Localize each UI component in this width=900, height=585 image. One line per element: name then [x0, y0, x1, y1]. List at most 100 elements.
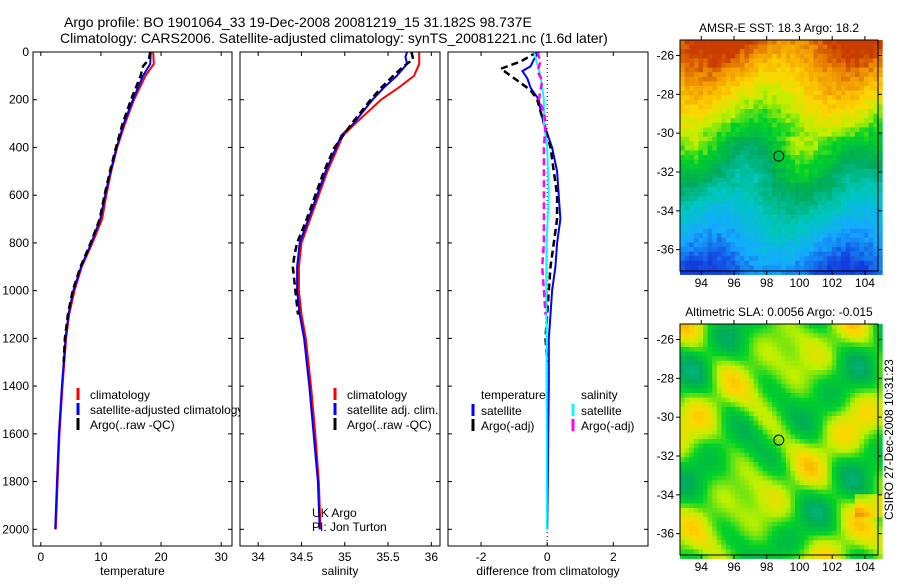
- map-cell: [859, 95, 865, 101]
- map-cell: [822, 388, 828, 394]
- map-cell: [831, 351, 837, 357]
- map-cell: [753, 531, 759, 536]
- map-cell: [864, 210, 869, 216]
- map-cell: [684, 429, 690, 435]
- map-cell: [850, 58, 856, 64]
- map-cell: [845, 333, 851, 339]
- map-cell: [799, 365, 805, 371]
- map-cell: [753, 72, 759, 78]
- map-cell: [836, 256, 842, 262]
- map-cell: [864, 526, 869, 532]
- map-cell: [693, 44, 699, 50]
- map-cell: [850, 521, 856, 527]
- map-cell: [808, 448, 814, 454]
- map-cell: [689, 521, 695, 527]
- map-cell: [781, 178, 787, 183]
- legend-label: satellite adj. clim.: [347, 403, 438, 417]
- map-cell: [785, 136, 791, 142]
- map-cell: [744, 178, 750, 183]
- map-cell: [813, 182, 819, 188]
- map-cell: [735, 347, 741, 352]
- map-cell: [790, 383, 796, 389]
- map-cell: [689, 406, 695, 412]
- map-cell: [767, 178, 773, 183]
- map-cell: [721, 270, 727, 275]
- map-cell: [781, 512, 787, 518]
- map-cell: [707, 196, 713, 202]
- map-cell: [841, 127, 846, 133]
- map-cell: [721, 457, 727, 463]
- map-cell: [749, 260, 754, 266]
- map-cell: [864, 49, 869, 55]
- map-cell: [854, 554, 860, 559]
- map-cell: [776, 494, 782, 500]
- map-cell: [772, 402, 777, 408]
- map-cell: [707, 251, 713, 257]
- map-cell: [730, 365, 736, 371]
- map-cell: [735, 141, 741, 147]
- map-cell: [758, 347, 764, 352]
- map-cell: [785, 448, 791, 454]
- map-cell: [712, 374, 718, 380]
- map-cell: [804, 132, 810, 137]
- map-cell: [864, 95, 869, 101]
- map-cell: [716, 425, 722, 431]
- map-cell: [818, 201, 823, 206]
- map-cell: [827, 104, 833, 110]
- map-cell: [680, 168, 685, 174]
- map-cell: [818, 136, 823, 142]
- map-cell: [850, 531, 856, 536]
- map-cell: [827, 150, 833, 156]
- map-cell: [698, 448, 704, 454]
- map-cell: [877, 127, 883, 133]
- map-cell: [703, 489, 708, 495]
- map-cell: [758, 256, 764, 262]
- map-cell: [873, 517, 879, 523]
- map-cell: [873, 228, 879, 234]
- map-cell: [822, 347, 828, 352]
- map-cell: [689, 187, 695, 193]
- map-cell: [864, 90, 869, 96]
- map-cell: [684, 49, 690, 55]
- map-cell: [762, 173, 768, 179]
- map-cell: [767, 540, 773, 546]
- map-cell: [864, 182, 869, 188]
- map-cell: [735, 136, 741, 142]
- map-cell: [726, 508, 731, 513]
- map-cell: [703, 448, 708, 454]
- map-cell: [739, 233, 745, 239]
- map-cell: [758, 420, 764, 426]
- map-cell: [684, 159, 690, 165]
- map-cell: [785, 544, 791, 550]
- map-cell: [684, 535, 690, 541]
- map-cell: [818, 370, 823, 375]
- map-cell: [827, 503, 833, 509]
- map-cell: [767, 205, 773, 211]
- map-cell: [785, 224, 791, 229]
- map-cell: [841, 205, 846, 211]
- map-cell: [827, 517, 833, 523]
- map-cell: [693, 224, 699, 229]
- map-cell: [758, 503, 764, 509]
- map-cell: [776, 168, 782, 174]
- map-cell: [684, 379, 690, 385]
- map-cell: [836, 535, 842, 541]
- map-cell: [762, 122, 768, 128]
- map-cell: [721, 233, 727, 239]
- map-cell: [864, 81, 869, 87]
- map-cell: [707, 237, 713, 243]
- x-tick-label: 102: [822, 560, 842, 574]
- map-cell: [831, 356, 837, 362]
- x-tick-label: 0: [37, 550, 44, 564]
- map-cell: [845, 233, 851, 239]
- map-cell: [703, 136, 708, 142]
- map-cell: [822, 466, 828, 472]
- map-cell: [726, 434, 731, 440]
- map-cell: [739, 356, 745, 362]
- map-cell: [785, 113, 791, 119]
- map-cell: [707, 219, 713, 225]
- map-cell: [859, 127, 865, 133]
- map-cell: [772, 127, 777, 133]
- map-cell: [818, 205, 823, 211]
- map-cell: [790, 393, 796, 398]
